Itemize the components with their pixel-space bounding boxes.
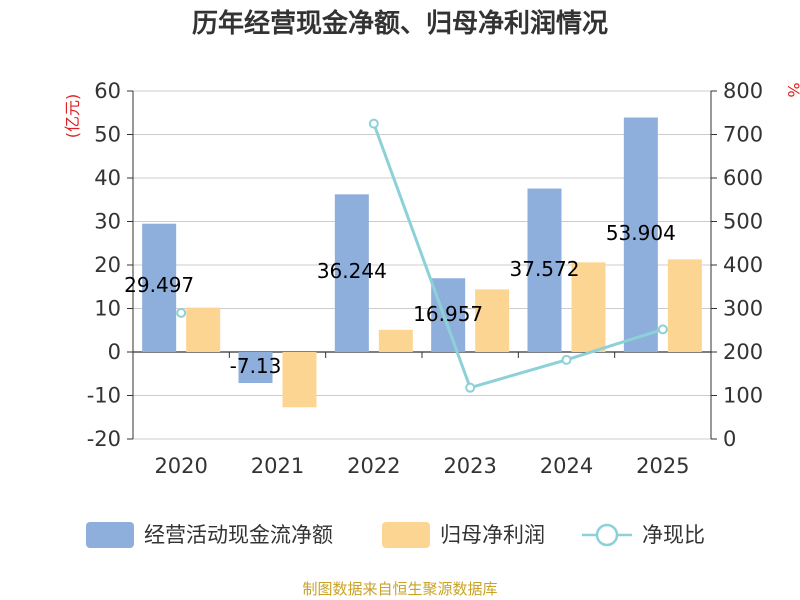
right-tick-label: 100 [723, 384, 763, 408]
data-label: 37.572 [510, 257, 580, 281]
profit-bar [282, 352, 317, 408]
chart-title: 历年经营现金净额、归母净利润情况 [192, 8, 608, 39]
left-tick-label: 0 [108, 340, 121, 364]
cashflow-bar [527, 188, 562, 352]
x-tick-label: 2025 [636, 454, 689, 478]
x-tick-label: 2021 [251, 454, 304, 478]
right-tick-label: 700 [723, 123, 763, 147]
data-label: 53.904 [606, 221, 676, 245]
source-note: 制图数据来自恒生聚源数据库 [302, 580, 497, 598]
ratio-line [176, 118, 668, 393]
x-axis-labels: 2020 2021 2022 2023 2024 2025 [132, 352, 712, 478]
data-labels: 29.497 -7.13 36.244 16.957 37.572 53.904 [124, 221, 676, 378]
x-tick-label: 2023 [443, 454, 496, 478]
bars [142, 117, 702, 408]
profit-bar [667, 259, 702, 352]
right-axis-unit: % [784, 82, 800, 97]
ratio-point [176, 307, 187, 318]
legend-label-cashflow: 经营活动现金流净额 [144, 523, 333, 547]
profit-bar [475, 289, 510, 352]
profit-bar [378, 329, 413, 352]
left-tick-label: 30 [94, 210, 121, 234]
legend-swatch-profit [382, 522, 430, 548]
right-tick-label: 0 [723, 427, 736, 451]
left-tick-label: -10 [87, 384, 121, 408]
cashflow-bar [238, 352, 273, 384]
x-tick-label: 2022 [347, 454, 400, 478]
ratio-point [368, 118, 379, 129]
right-tick-label: 500 [723, 210, 763, 234]
left-tick-label: 50 [94, 123, 121, 147]
cashflow-bar [334, 194, 369, 352]
data-label: 36.244 [317, 259, 387, 283]
x-tick-label: 2024 [540, 454, 593, 478]
right-tick-label: 800 [723, 79, 763, 103]
legend-label-ratio: 净现比 [642, 523, 705, 547]
right-tick-label: 300 [723, 297, 763, 321]
profit-bar [186, 307, 221, 352]
right-tick-label: 200 [723, 340, 763, 364]
left-axis-unit: (亿元) [63, 94, 82, 139]
profit-bar [571, 262, 606, 352]
cashflow-bar [142, 223, 177, 352]
x-tick-label: 2020 [154, 454, 207, 478]
cashflow-bar [431, 278, 466, 352]
legend-marker-ratio [595, 523, 619, 547]
left-axis: 60 50 40 30 20 10 0 -10 -20 [87, 79, 134, 451]
data-label: 29.497 [124, 273, 194, 297]
data-label: 16.957 [413, 302, 483, 326]
right-tick-label: 400 [723, 253, 763, 277]
left-tick-label: -20 [87, 427, 121, 451]
left-tick-label: 40 [94, 166, 121, 190]
left-tick-label: 60 [94, 79, 121, 103]
ratio-line-path [372, 123, 664, 390]
right-tick-label: 600 [723, 166, 763, 190]
data-label: -7.13 [230, 354, 282, 378]
right-axis: 800 700 600 500 400 300 200 100 0 [710, 79, 763, 451]
cashflow-bar [623, 117, 658, 352]
ratio-point [657, 324, 668, 335]
legend-label-profit: 归母净利润 [440, 523, 545, 547]
left-tick-label: 10 [94, 297, 121, 321]
ratio-point [561, 354, 572, 365]
ratio-point [465, 382, 476, 393]
legend: 经营活动现金流净额 归母净利润 净现比 [86, 522, 705, 548]
left-tick-label: 20 [94, 253, 121, 277]
legend-swatch-cashflow [86, 522, 134, 548]
